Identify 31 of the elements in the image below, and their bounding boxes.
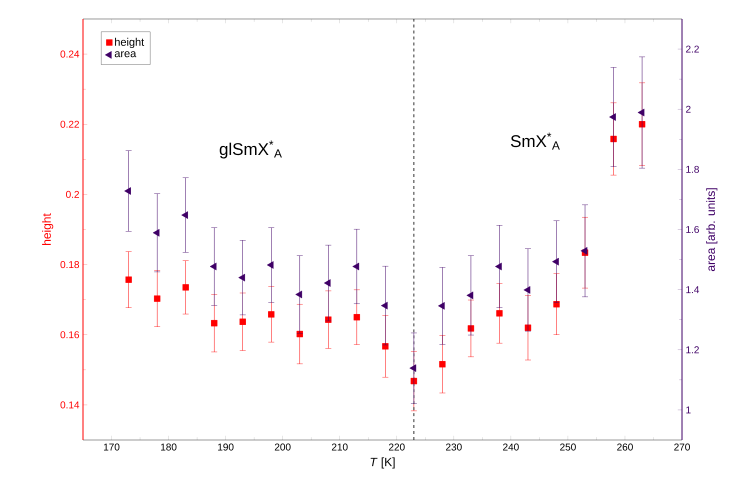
x-tick-label: 260 xyxy=(617,444,633,451)
x-tick-label: 190 xyxy=(218,444,234,451)
legend-label: height xyxy=(115,38,144,48)
y-tick-label: 0.24 xyxy=(60,50,80,58)
y-tick-label: 0.22 xyxy=(60,120,79,128)
y-tick-label: 0.2 xyxy=(66,190,79,198)
x-tick-label: 220 xyxy=(388,444,405,451)
x-tick-label: 250 xyxy=(560,444,576,451)
y2-tick-label: 2 xyxy=(686,106,691,113)
y2-axis-title: area [arb. units] xyxy=(706,188,718,272)
x-tick-label: 210 xyxy=(332,444,348,451)
x-tick-label: 230 xyxy=(446,444,462,451)
legend-label: area xyxy=(114,51,136,58)
y2-tick-label: 1.4 xyxy=(686,286,700,294)
y-tick-label: 0.16 xyxy=(60,331,80,338)
x-axis-title: T [K] xyxy=(370,457,395,469)
x-tick-label: 240 xyxy=(503,444,519,451)
y-tick-label: 0.14 xyxy=(60,401,80,408)
y2-tick-label: 1.8 xyxy=(686,166,699,173)
x-tick-label: 180 xyxy=(161,444,176,451)
y-axis-title: height xyxy=(42,213,54,245)
x-tick-label: 200 xyxy=(274,444,291,451)
annotation: SmX$^{*}$A xyxy=(510,132,560,150)
y2-tick-label: 1.6 xyxy=(686,226,699,234)
annotation: glSmX$^{*}$A xyxy=(220,140,282,158)
y2-tick-label: 1.2 xyxy=(686,346,699,354)
y2-tick-label: 2.2 xyxy=(686,46,699,53)
x-tick-label: 170 xyxy=(104,444,120,451)
x-tick-label: 270 xyxy=(674,444,690,451)
y2-tick-label: 1 xyxy=(686,406,691,414)
y-tick-label: 0.18 xyxy=(60,261,80,268)
